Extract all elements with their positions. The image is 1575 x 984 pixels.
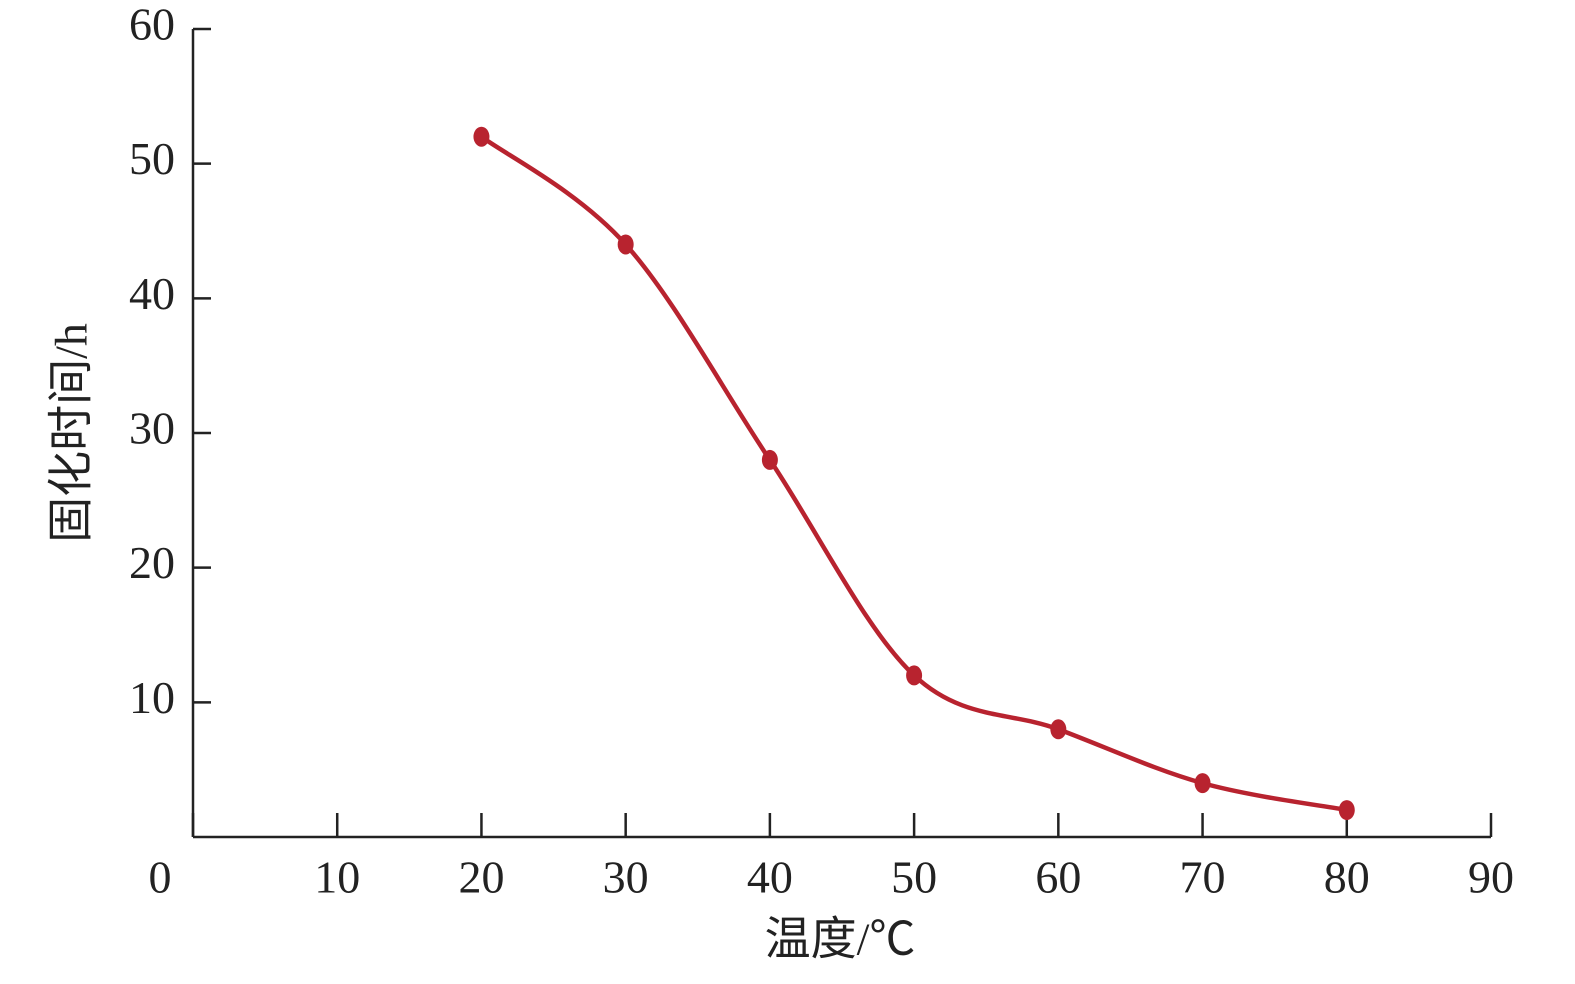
point bbox=[473, 126, 490, 147]
y-tick-label: 30 bbox=[129, 403, 175, 454]
x-tick-label: 90 bbox=[1468, 852, 1514, 903]
point bbox=[1338, 800, 1355, 821]
x-tick-label: 40 bbox=[747, 852, 793, 903]
x-tick-label: 30 bbox=[603, 852, 649, 903]
x-tick-label: 0 bbox=[149, 852, 172, 903]
point bbox=[761, 449, 778, 470]
y-tick-label: 40 bbox=[129, 268, 175, 319]
point bbox=[906, 665, 923, 686]
x-tick-label: 10 bbox=[314, 852, 360, 903]
x-tick-label: 60 bbox=[1035, 852, 1081, 903]
x-tick-label: 70 bbox=[1180, 852, 1226, 903]
x-tick-label: 50 bbox=[891, 852, 937, 903]
x-tick-label: 80 bbox=[1324, 852, 1370, 903]
y-tick-label: 20 bbox=[129, 537, 175, 588]
y-tick-label: 10 bbox=[129, 672, 175, 723]
point bbox=[1194, 773, 1211, 794]
line bbox=[480, 134, 1348, 813]
x-axis-label: 温度/℃ bbox=[765, 914, 916, 965]
x-tick-label: 20 bbox=[458, 852, 504, 903]
y-axis-label: 固化时间/h bbox=[46, 323, 97, 543]
point bbox=[617, 234, 634, 255]
y-tick-label: 60 bbox=[129, 0, 175, 50]
y-tick-label: 50 bbox=[129, 133, 175, 184]
point bbox=[1050, 719, 1067, 740]
